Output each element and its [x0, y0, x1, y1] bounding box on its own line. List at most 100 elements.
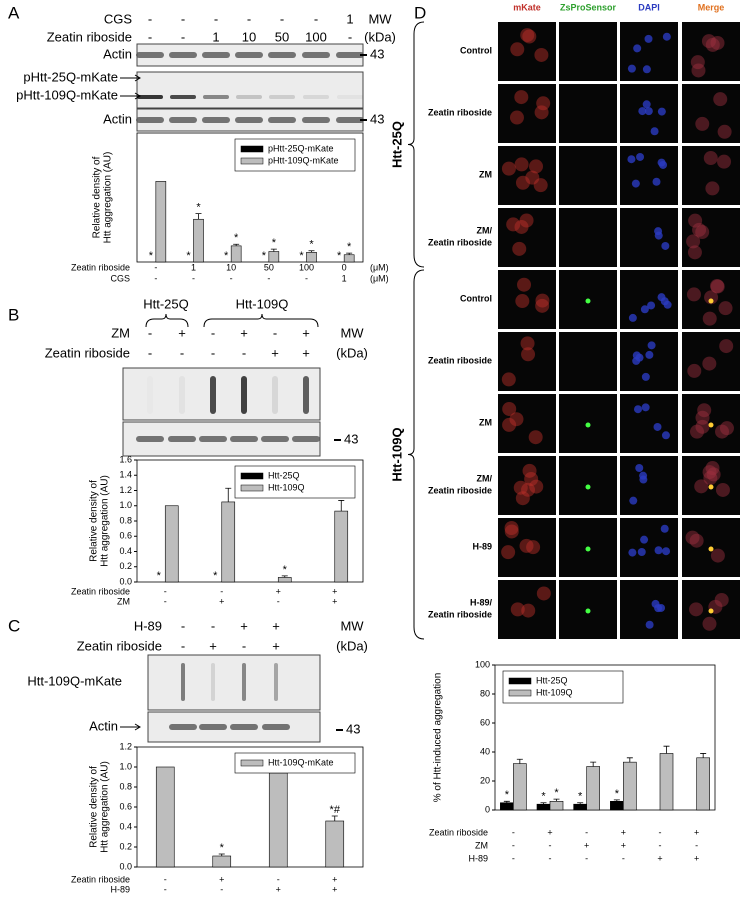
column-header: ZsProSensor — [560, 2, 617, 12]
cell-blob — [662, 547, 671, 556]
cell-blob — [644, 107, 653, 116]
aggregate — [708, 546, 714, 552]
cell-blob — [695, 116, 710, 131]
cell-blob — [695, 419, 710, 434]
band — [241, 376, 247, 414]
significance-marker: * — [578, 791, 583, 803]
condition-value: 1 — [191, 262, 196, 272]
condition-value: - — [164, 884, 167, 894]
condition-name: H-89 — [134, 618, 162, 633]
cell-blob — [689, 602, 704, 617]
legend-swatch — [508, 677, 532, 685]
error-bar — [577, 802, 584, 805]
band — [230, 436, 258, 442]
bar — [623, 761, 637, 811]
cell-blob — [686, 287, 701, 302]
band — [211, 663, 215, 701]
condition-value: - — [549, 840, 552, 850]
condition-unit: (μM) — [370, 262, 389, 272]
y-axis-label: Relative density of — [89, 480, 100, 562]
cell-blob — [515, 294, 530, 309]
cell-blob — [533, 178, 548, 193]
arrow — [120, 92, 141, 100]
cell-blob — [642, 100, 651, 109]
bar — [212, 855, 232, 868]
legend-label: Htt-25Q — [536, 675, 568, 685]
cell-blob — [661, 431, 670, 440]
cell-blob — [647, 341, 656, 350]
band — [169, 52, 197, 58]
error-bar — [233, 243, 240, 246]
band — [136, 117, 164, 123]
micrograph — [620, 146, 678, 205]
row-label: ZM — [479, 169, 492, 179]
blot-label: pHtt-109Q-mKate — [16, 87, 118, 102]
cell-blob — [519, 213, 534, 228]
condition-name: Zeatin riboside — [47, 29, 132, 44]
cell-blob — [506, 217, 521, 232]
y-tick-label: 1.2 — [119, 741, 132, 751]
micrograph — [620, 270, 678, 329]
condition-value: - — [348, 29, 352, 44]
cell-blob — [715, 482, 730, 497]
legend-box — [234, 138, 356, 172]
cell-blob — [529, 159, 544, 174]
condition-value: 10 — [242, 29, 256, 44]
condition-value: + — [332, 874, 337, 884]
cell-blob — [714, 592, 729, 607]
cell-blob — [719, 421, 734, 436]
cell-blob — [695, 225, 710, 240]
arrow — [120, 74, 141, 82]
band — [336, 52, 364, 58]
micrograph — [559, 146, 617, 205]
condition-value: 1 — [212, 29, 219, 44]
blot — [136, 71, 364, 109]
cell-blob — [639, 475, 648, 484]
row-label: Control — [460, 45, 492, 55]
bar — [164, 505, 179, 583]
y-tick-label: 0.0 — [119, 861, 132, 871]
condition-value: + — [276, 884, 281, 894]
cell-blob — [652, 177, 661, 186]
error-bar — [626, 757, 633, 763]
cell-blob — [521, 347, 536, 362]
aggregate — [708, 422, 714, 428]
cell-blob — [526, 540, 541, 555]
row-label: Zeatin riboside — [428, 355, 492, 365]
condition-value: + — [547, 827, 552, 837]
mw-unit: (kDa) — [336, 638, 368, 653]
legend-swatch — [240, 157, 264, 165]
condition-value: - — [164, 874, 167, 884]
condition-value: + — [209, 638, 217, 653]
cell-blob — [661, 241, 670, 250]
mw-marker: 43 — [346, 721, 360, 736]
legend-swatch — [240, 759, 264, 767]
y-tick-label: 0.2 — [119, 841, 132, 851]
cell-blob — [694, 479, 709, 494]
aggregate — [585, 484, 591, 490]
condition-value: - — [242, 345, 246, 360]
cell-blob — [710, 35, 725, 50]
group-label: Htt-25Q — [389, 121, 404, 168]
condition-value: - — [549, 853, 552, 863]
aggregate — [708, 484, 714, 490]
cell-blob — [710, 548, 725, 563]
y-tick-label: 1.0 — [119, 761, 132, 771]
condition-value: + — [272, 618, 280, 633]
condition-value: - — [211, 618, 215, 633]
legend-box — [234, 752, 356, 774]
significance-marker: * — [283, 564, 288, 576]
condition-value: - — [148, 11, 152, 26]
condition-value: + — [621, 840, 626, 850]
cell-blob — [705, 181, 720, 196]
group-brace — [203, 313, 319, 328]
condition-value: - — [192, 273, 195, 283]
bar — [155, 181, 167, 263]
row-label: ZM — [479, 417, 492, 427]
band — [203, 95, 229, 99]
error-bar — [195, 213, 202, 220]
band — [179, 376, 185, 414]
band — [303, 95, 329, 99]
band — [170, 95, 196, 99]
